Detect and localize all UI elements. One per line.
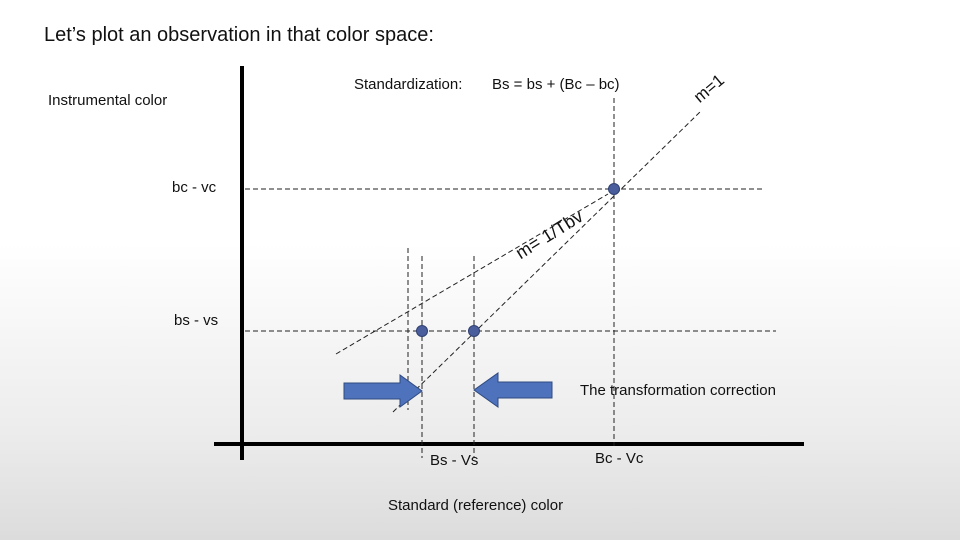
- label-bs-vs: bs - vs: [174, 312, 219, 329]
- x-axis-label: Standard (reference) color: [388, 497, 564, 514]
- y-axis-label: Instrumental color: [48, 92, 168, 109]
- data-point-bc: [608, 183, 620, 195]
- arrow-right: [343, 374, 423, 408]
- data-point-instrumental-bs: [468, 325, 480, 337]
- slope-line-tbv: [335, 193, 609, 355]
- standardization-formula: Bs = bs + (Bc – bc): [492, 76, 620, 93]
- label-Bc-Vc: Bc - Vc: [595, 450, 644, 467]
- slide-title: Let’s plot an observation in that color …: [44, 24, 434, 46]
- data-point-standard-bs: [416, 325, 428, 337]
- correction-label: The transformation correction: [580, 382, 776, 399]
- arrow-left: [473, 372, 553, 408]
- standardization-label: Standardization:: [354, 76, 463, 93]
- slope-line-unit: [392, 111, 701, 413]
- label-Bs-Vs: Bs - Vs: [430, 452, 479, 469]
- label-bc-vc: bc - vc: [172, 179, 217, 196]
